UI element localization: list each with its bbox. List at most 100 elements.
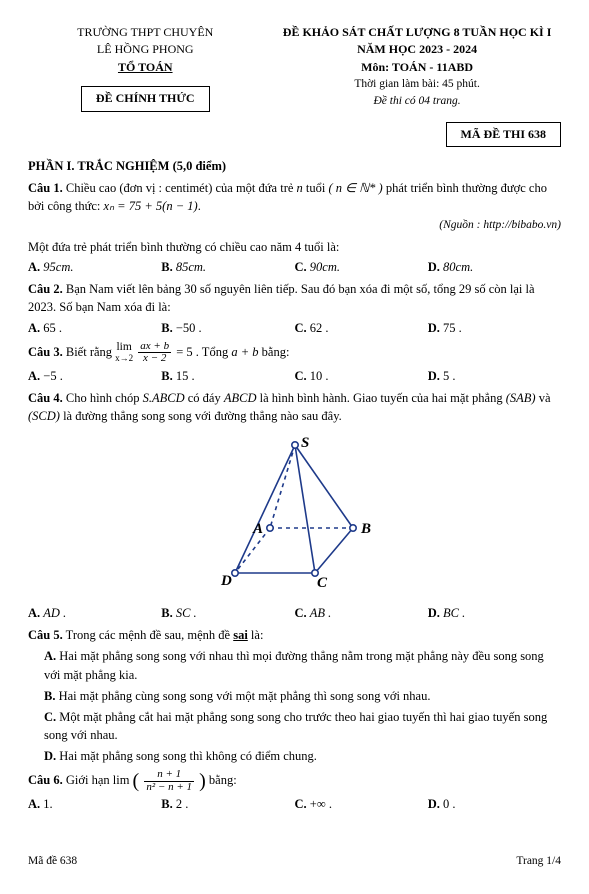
q2-b-lbl: B.	[161, 321, 176, 335]
q1-t2: tuổi	[306, 181, 325, 195]
q4-b-lbl: B.	[161, 606, 176, 620]
header-right: ĐỀ KHẢO SÁT CHẤT LƯỢNG 8 TUẦN HỌC KÌ I N…	[273, 24, 561, 112]
q1-a-lbl: A.	[28, 260, 43, 274]
exam-code-row: MÃ ĐỀ THI 638	[28, 118, 561, 147]
q5-b: Hai mặt phẳng cùng song song với một mặt…	[55, 689, 430, 703]
subject-line: Môn: TOÁN - 11ABD	[273, 59, 561, 76]
q2-a: 65 .	[43, 321, 62, 335]
q1-t1: Chiều cao (đơn vị : centimét) của một đứ…	[66, 181, 297, 195]
q2-options: A. 65 . B. −50 . C. 62 . D. 75 .	[28, 319, 561, 337]
question-3: Câu 3. Biết rằng lim x→2 ax + b x − 2 = …	[28, 341, 561, 365]
q5-c: Một mặt phẳng cắt hai mặt phẳng song son…	[44, 710, 547, 742]
q2-num: Câu 2.	[28, 282, 63, 296]
q2-text: Bạn Nam viết lên bảng 30 số nguyên liên …	[28, 282, 535, 314]
q5-num: Câu 5.	[28, 628, 63, 642]
q5-b-lbl: B.	[44, 689, 55, 703]
q3-lim: lim x→2	[115, 342, 133, 363]
official-box-row: ĐỀ CHÍNH THỨC	[28, 82, 263, 111]
q3-a-lbl: A.	[28, 369, 43, 383]
q5-d: Hai mặt phẳng song song thì không có điể…	[56, 749, 317, 763]
q3-eq: = 5	[176, 345, 192, 359]
q4-b: SC .	[176, 606, 197, 620]
question-1: Câu 1. Chiều cao (đơn vị : centimét) của…	[28, 179, 561, 215]
q6-d-lbl: D.	[428, 797, 443, 811]
q5-t1: Trong các mệnh đề sau, mệnh đề	[66, 628, 234, 642]
q3-a: −5 .	[43, 369, 63, 383]
q2-d: 75 .	[443, 321, 462, 335]
q4-num: Câu 4.	[28, 391, 63, 405]
q5-sai: sai	[233, 628, 248, 642]
q4-p3: (SAB)	[506, 391, 536, 405]
q1-num: Câu 1.	[28, 181, 63, 195]
q3-options: A. −5 . B. 15 . C. 10 . D. 5 .	[28, 367, 561, 385]
q3-b: 15 .	[176, 369, 195, 383]
footer-left: Mã đề 638	[28, 853, 77, 870]
q1-a: 95cm.	[43, 260, 73, 274]
q4-a: AD .	[43, 606, 66, 620]
q5-a-lbl: A.	[44, 649, 56, 663]
question-4: Câu 4. Cho hình chóp S.ABCD có đáy ABCD …	[28, 389, 561, 425]
q1-options: A. 95cm. B. 85cm. C. 90cm. D. 80cm.	[28, 258, 561, 276]
q6-t1: Giới hạn	[66, 773, 113, 787]
q3-t2: . Tổng	[196, 345, 232, 359]
q3-num: Câu 3.	[28, 345, 63, 359]
q1-sub: Một đứa trẻ phát triển bình thường có ch…	[28, 238, 561, 256]
dept-line: TỔ TOÁN	[28, 59, 263, 76]
q4-figure: S A B C D	[28, 433, 561, 598]
q2-c-lbl: C.	[295, 321, 310, 335]
pyramid-svg: S A B C D	[185, 433, 405, 593]
q4-p2: ABCD	[224, 391, 257, 405]
q6-d: 0 .	[443, 797, 456, 811]
lbl-b: B	[360, 521, 371, 537]
q3-ab: a + b	[231, 345, 258, 359]
q6-a-lbl: A.	[28, 797, 43, 811]
q1-b-lbl: B.	[161, 260, 176, 274]
q6-frac: n + 1 n² − n + 1	[144, 769, 194, 793]
q3-c: 10 .	[310, 369, 329, 383]
q1-source: (Nguồn : http://bibabo.vn)	[28, 217, 561, 234]
q3-t3: bằng:	[262, 345, 290, 359]
title-line1: ĐỀ KHẢO SÁT CHẤT LƯỢNG 8 TUẦN HỌC KÌ I	[273, 24, 561, 41]
q1-c-lbl: C.	[295, 260, 310, 274]
q6-t2: bằng:	[209, 773, 237, 787]
lbl-a: A	[252, 521, 263, 537]
footer-right: Trang 1/4	[516, 853, 561, 870]
question-5: Câu 5. Trong các mệnh đề sau, mệnh đề sa…	[28, 626, 561, 644]
question-6: Câu 6. Giới hạn lim ( n + 1 n² − n + 1 )…	[28, 769, 561, 793]
q6-lparen: (	[133, 770, 140, 792]
q1-b: 85cm.	[176, 260, 206, 274]
school-line2: LÊ HỒNG PHONG	[28, 41, 263, 58]
q6-lim: lim	[113, 773, 130, 787]
q4-d-lbl: D.	[428, 606, 443, 620]
q4-c-lbl: C.	[295, 606, 310, 620]
q1-set: ( n ∈ ℕ* )	[328, 181, 382, 195]
q3-t1: Biết rằng	[66, 345, 115, 359]
q6-num: Câu 6.	[28, 773, 63, 787]
q4-options: A. AD . B. SC . C. AB . D. BC .	[28, 604, 561, 622]
q2-c: 62 .	[310, 321, 329, 335]
page-footer: Mã đề 638 Trang 1/4	[28, 853, 561, 870]
q4-p1: S.ABCD	[143, 391, 185, 405]
time-line: Thời gian làm bài: 45 phút.	[273, 76, 561, 93]
section-1-title: PHẦN I. TRẮC NGHIỆM (5,0 điểm)	[28, 157, 561, 175]
q6-options: A. 1. B. 2 . C. +∞ . D. 0 .	[28, 795, 561, 813]
q2-b: −50 .	[176, 321, 202, 335]
exam-code-box: MÃ ĐỀ THI 638	[446, 122, 561, 147]
q6-rparen: )	[199, 770, 206, 792]
q5-t2: là:	[251, 628, 264, 642]
q3-b-lbl: B.	[161, 369, 176, 383]
q4-t1: Cho hình chóp	[66, 391, 143, 405]
q1-d: 80cm.	[443, 260, 473, 274]
q3-c-lbl: C.	[295, 369, 310, 383]
lbl-s: S	[301, 435, 309, 451]
q6-c: +∞ .	[310, 797, 332, 811]
official-box: ĐỀ CHÍNH THỨC	[81, 86, 210, 111]
q1-dot: .	[198, 199, 201, 213]
q3-d-lbl: D.	[428, 369, 443, 383]
q5-c-lbl: C.	[44, 710, 56, 724]
q3-frac: ax + b x − 2	[138, 341, 171, 365]
q4-t5: là đường thẳng song song với đường thẳng…	[63, 409, 342, 423]
pages-line: Đề thi có 04 trang.	[273, 93, 561, 110]
q6-a: 1.	[43, 797, 52, 811]
q4-p4: (SCD)	[28, 409, 60, 423]
